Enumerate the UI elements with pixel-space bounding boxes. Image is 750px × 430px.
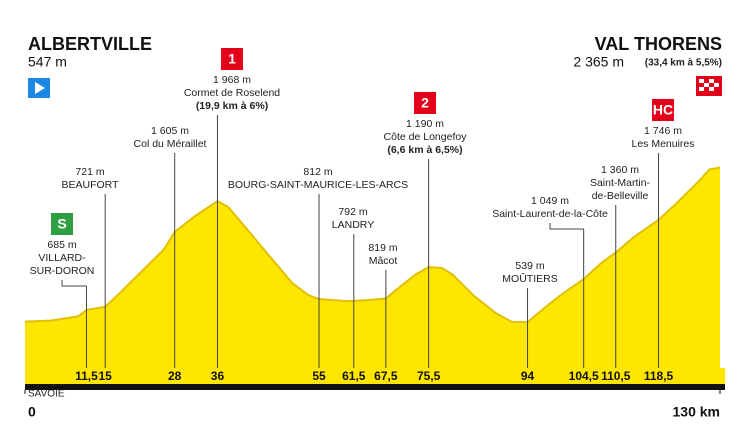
waypoint-label: 1 360 m	[601, 164, 639, 176]
km-label: 94	[521, 369, 535, 383]
waypoint-label: Cormet de Roselend	[184, 87, 280, 99]
waypoint-label: 1 190 m	[406, 118, 444, 130]
km-label: 61,5	[342, 369, 366, 383]
badge-text: 2	[421, 95, 429, 111]
badge-text: HC	[653, 102, 673, 118]
waypoint-label: Côte de Longefoy	[384, 131, 468, 143]
waypoint-label: 721 m	[75, 166, 104, 178]
badge	[221, 48, 243, 70]
badge	[652, 99, 674, 121]
badge-text: S	[57, 216, 66, 232]
x-tick-label: 130 km	[673, 404, 720, 420]
start-flag	[28, 78, 50, 98]
badge-text: 1	[228, 51, 236, 67]
badge	[414, 92, 436, 114]
km-label: 11,5	[75, 369, 98, 383]
km-label: 55	[312, 369, 326, 383]
waypoint-label: 685 m	[47, 239, 76, 251]
start-altitude: 547 m	[28, 54, 67, 70]
waypoint-label: 1 049 m	[531, 195, 569, 207]
waypoint-label: Les Menuires	[631, 138, 694, 150]
waypoint-label: 1 968 m	[213, 74, 251, 86]
waypoint-label: 1 746 m	[644, 125, 682, 137]
waypoint-label: 792 m	[338, 206, 367, 218]
waypoint-label: (19,9 km à 6%)	[196, 100, 268, 112]
waypoint-label: BOURG-SAINT-MAURICE-LES-ARCS	[228, 179, 408, 191]
km-label: 104,5	[569, 369, 599, 383]
waypoint-label: (6,6 km à 6,5%)	[387, 144, 462, 156]
km-label: 28	[168, 369, 182, 383]
finish-altitude: 2 365 m	[573, 54, 624, 70]
waypoint-label: BEAUFORT	[62, 179, 120, 191]
finish-flag	[696, 76, 722, 96]
km-label: 110,5	[601, 369, 631, 383]
waypoint-label: 1 605 m	[151, 125, 189, 137]
waypoint-label: Mâcot	[369, 255, 398, 267]
waypoint-label: LANDRY	[332, 219, 374, 231]
waypoint-label: MOÛTIERS	[502, 272, 557, 285]
waypoint-label: VILLARD-	[38, 252, 86, 264]
baseline-bar	[25, 384, 725, 390]
waypoint-label: SUR-DORON	[30, 265, 95, 277]
start-name: ALBERTVILLE	[28, 34, 152, 54]
x-tick-label: 0	[28, 404, 36, 420]
region: SAVOIE	[28, 389, 65, 400]
badge	[51, 213, 73, 235]
km-label: 67,5	[374, 369, 398, 383]
waypoint-label: Saint-Laurent-de-la-Côte	[492, 208, 608, 220]
finish-name: VAL THORENS	[595, 34, 722, 54]
finish-climb: (33,4 km à 5,5%)	[645, 58, 722, 69]
waypoint-label: Saint-Martin-	[590, 177, 651, 189]
waypoint-label: 812 m	[303, 166, 332, 178]
km-label: 75,5	[417, 369, 441, 383]
waypoint-label: Col du Méraillet	[134, 138, 207, 150]
connector	[549, 223, 584, 230]
km-band	[25, 368, 725, 384]
waypoint-label: 819 m	[368, 242, 397, 254]
waypoint-label: de-Belleville	[592, 190, 649, 202]
km-label: 15	[99, 369, 113, 383]
connector	[61, 280, 87, 287]
waypoint-label: 539 m	[515, 260, 544, 272]
km-label: 118,5	[644, 369, 674, 383]
elevation-area	[25, 167, 720, 368]
km-label: 36	[211, 369, 225, 383]
